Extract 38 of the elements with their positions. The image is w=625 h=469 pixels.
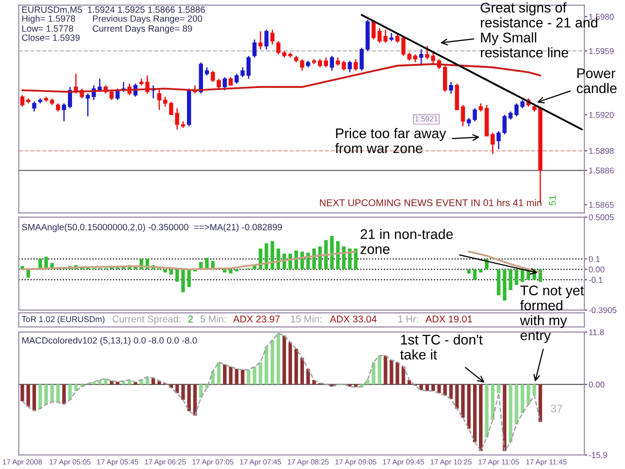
y-tick-label: -0.3905 bbox=[588, 307, 616, 314]
y-tick-label: 1.5886 bbox=[589, 168, 614, 174]
y-tick-label: 0.00 bbox=[588, 382, 604, 388]
y-tick-label: 11.8 bbox=[589, 329, 604, 336]
annotation: MACDcoloredv102 (5,13,1) 0.0 -8.0 0.0 -8.0 bbox=[22, 336, 197, 346]
text: 15 Min: bbox=[290, 315, 322, 322]
annotation: NEXT UPCOMING NEWS EVENT IN 01 hrs 41 min bbox=[320, 199, 542, 206]
annotation: Previous Days Range= 200 bbox=[93, 15, 202, 24]
annotation: SMAAngle(50,0.15000000,2,0) -0.350000 ==>MA(21) -0.082899 bbox=[22, 224, 282, 232]
annotation: TC not yet formed with my entry bbox=[520, 286, 584, 343]
y-tick-label: -15.9 bbox=[588, 452, 608, 458]
y-tick-label: 1.5898 bbox=[589, 148, 614, 154]
annotation: 1st TC - don't take it bbox=[400, 334, 483, 360]
annotation: Power candle bbox=[576, 68, 617, 94]
y-tick-label: 0.00 bbox=[588, 266, 604, 272]
y-tick-label: 1.5959 bbox=[589, 48, 614, 54]
text: ToR 1.02 (EURUSDm) bbox=[22, 316, 104, 324]
y-tick-label: 1.5865 bbox=[589, 202, 614, 208]
annotation: EURUSDm,M5 1.5924 1.5925 1.5866 1.5886 bbox=[22, 6, 205, 14]
annotation: Current Days Range= 89 bbox=[92, 25, 192, 34]
text: ADX 23.97 bbox=[233, 316, 280, 322]
annotation: High= 1.5978 bbox=[22, 15, 76, 24]
annotation: 21 in non-trade zone bbox=[360, 228, 453, 254]
text: ADX 33.04 bbox=[330, 316, 377, 322]
annotation: Price too far away from war zone bbox=[335, 128, 446, 154]
text: 2 bbox=[188, 316, 193, 322]
annotation: Close= 1.5939 bbox=[22, 34, 80, 41]
y-tick-label: 1.5920 bbox=[589, 112, 614, 118]
text: Current Spread: bbox=[112, 315, 180, 324]
text: 1 Hr: bbox=[398, 316, 418, 322]
annotation: 51 bbox=[549, 196, 556, 206]
y-tick-label: 0.5005 bbox=[588, 214, 614, 220]
text: ADX 19.01 bbox=[426, 316, 472, 322]
annotation: Low= 1.5778 bbox=[22, 25, 74, 32]
text: 5 Min: bbox=[200, 315, 226, 322]
annotation: 37 bbox=[550, 404, 562, 412]
y-tick-label: -0.1 bbox=[588, 276, 602, 283]
y-tick-label: 0.1 bbox=[588, 256, 600, 262]
